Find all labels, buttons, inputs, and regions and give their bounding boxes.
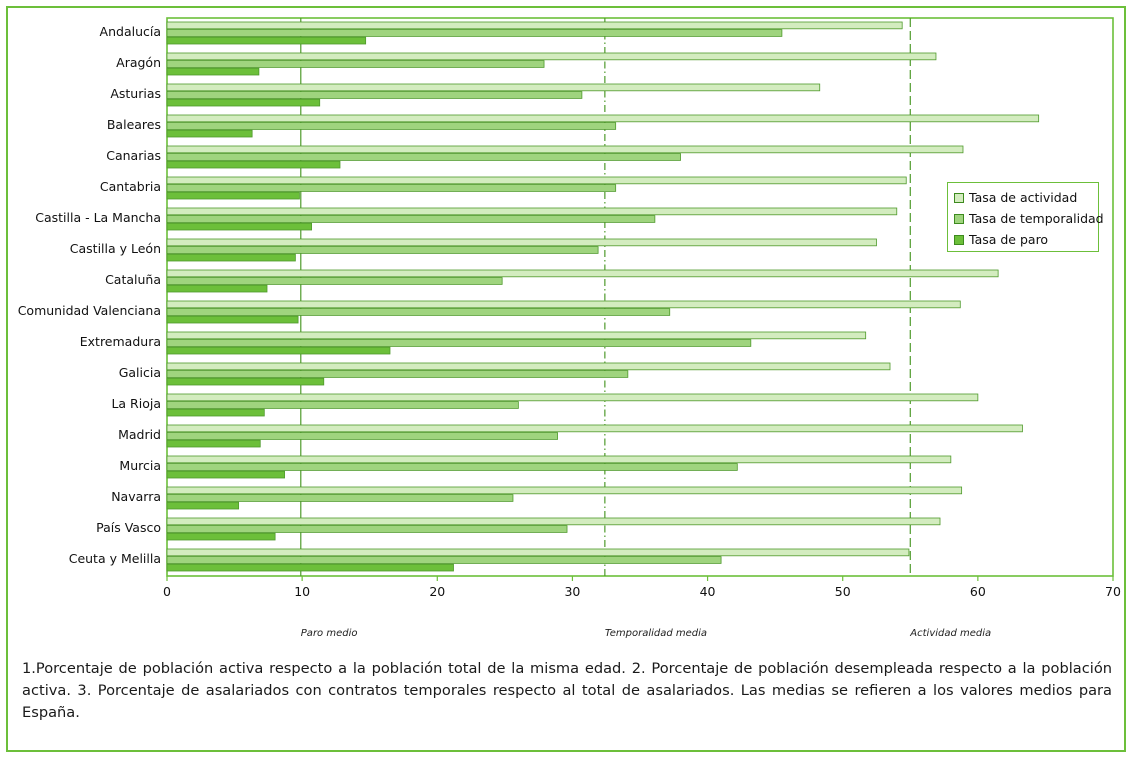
- x-tick-label: 10: [294, 584, 310, 599]
- category-label: Galicia: [119, 365, 161, 380]
- bar: [166, 222, 313, 231]
- bar: [166, 52, 937, 61]
- bar: [166, 207, 898, 216]
- bar: [166, 339, 752, 347]
- bar: [166, 548, 910, 557]
- x-tick-label: 30: [564, 584, 580, 599]
- bar: [166, 284, 268, 293]
- bar: [166, 176, 907, 185]
- bar: [166, 532, 276, 541]
- bar: [166, 83, 821, 92]
- plot-area-border: [166, 17, 1114, 577]
- category-label: La Rioja: [111, 396, 161, 411]
- bar: [166, 114, 1040, 123]
- bar: [166, 494, 514, 502]
- category-label: Navarra: [111, 489, 161, 504]
- bar: [166, 29, 783, 37]
- reference-line-label: Paro medio: [301, 628, 358, 639]
- legend-label: Tasa de paro: [969, 232, 1049, 247]
- legend-swatch: [954, 192, 964, 203]
- bar: [166, 401, 519, 409]
- bar: [166, 246, 599, 254]
- category-label: Castilla y León: [70, 241, 161, 256]
- bar: [166, 370, 629, 378]
- bar: [166, 91, 583, 99]
- category-label: Aragón: [116, 55, 161, 70]
- category-label: Comunidad Valenciana: [18, 303, 161, 318]
- category-label: Canarias: [106, 148, 161, 163]
- bar: [166, 277, 503, 285]
- category-label: Cataluña: [105, 272, 161, 287]
- bar: [166, 486, 963, 495]
- bar: [166, 331, 867, 340]
- bar: [166, 129, 253, 138]
- x-tick-label: 70: [1105, 584, 1121, 599]
- bar: [166, 501, 240, 510]
- category-label: País Vasco: [96, 520, 161, 535]
- bar: [166, 60, 545, 68]
- bar: [166, 253, 296, 262]
- category-label: Baleares: [107, 117, 161, 132]
- x-tick-label: 20: [429, 584, 445, 599]
- footnote: 1.Porcentaje de población activa respect…: [22, 660, 1112, 721]
- bar: [166, 67, 260, 76]
- bar: [166, 362, 891, 371]
- legend: Tasa de actividad Tasa de temporalidad Tas…: [947, 182, 1104, 252]
- bar: [166, 408, 265, 417]
- bar: [166, 215, 656, 223]
- bar: [166, 98, 321, 107]
- category-label: Andalucía: [100, 24, 161, 39]
- bar: [166, 122, 617, 130]
- category-label: Murcia: [119, 458, 161, 473]
- category-label: Asturias: [110, 86, 161, 101]
- reference-line-label: Temporalidad media: [605, 628, 707, 639]
- legend-entry: Tasa de paro: [954, 229, 1092, 250]
- category-label: Castilla - La Mancha: [35, 210, 161, 225]
- bar: [166, 21, 903, 30]
- bar: [166, 525, 568, 533]
- bar: [166, 346, 391, 355]
- bar: [166, 455, 952, 464]
- category-label: Cantabria: [100, 179, 161, 194]
- legend-entry: Tasa de temporalidad: [954, 208, 1104, 229]
- bar: [166, 300, 961, 309]
- bar: [166, 184, 617, 192]
- legend-entry: Tasa de actividad: [954, 187, 1092, 208]
- bar: [166, 36, 367, 45]
- legend-label: Tasa de temporalidad: [969, 211, 1104, 226]
- bar-chart: Paro medio Temporalidad media Actividad me…: [18, 17, 1121, 639]
- legend-swatch: [954, 213, 964, 224]
- x-tick-label: 0: [163, 584, 171, 599]
- bar: [166, 463, 738, 471]
- bar: [166, 424, 1023, 433]
- bar: [166, 470, 285, 479]
- bar: [166, 315, 299, 324]
- bar: [166, 439, 261, 448]
- legend-swatch: [954, 234, 964, 245]
- bar: [166, 563, 454, 572]
- category-label: Extremadura: [80, 334, 161, 349]
- x-tick-label: 50: [835, 584, 851, 599]
- bar: [166, 160, 341, 169]
- figure-frame: [6, 6, 1126, 752]
- bar: [166, 556, 722, 564]
- bar: [166, 145, 964, 154]
- bar: [166, 191, 300, 200]
- bar: [166, 308, 671, 316]
- x-tick-label: 40: [700, 584, 716, 599]
- bar: [166, 269, 999, 278]
- legend-label: Tasa de actividad: [969, 190, 1078, 205]
- bar: [166, 238, 877, 247]
- bar: [166, 393, 979, 402]
- bar: [166, 377, 325, 386]
- x-tick-label: 60: [970, 584, 986, 599]
- reference-line-label: Actividad media: [909, 628, 991, 639]
- category-label: Ceuta y Melilla: [69, 551, 161, 566]
- bar: [166, 517, 941, 526]
- bar: [166, 432, 558, 440]
- bar: [166, 153, 681, 161]
- category-label: Madrid: [118, 427, 161, 442]
